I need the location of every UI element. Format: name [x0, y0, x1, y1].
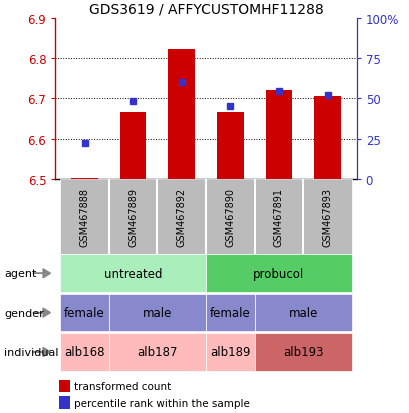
Bar	[60, 294, 108, 332]
Bar	[168, 50, 195, 180]
Text: male: male	[288, 306, 317, 319]
Text: untreated: untreated	[103, 267, 162, 280]
Bar	[254, 294, 351, 332]
Text: female: female	[64, 306, 105, 319]
Bar	[206, 180, 254, 254]
Bar	[254, 333, 351, 371]
Bar	[71, 179, 98, 180]
Bar	[108, 180, 157, 254]
Bar	[303, 180, 351, 254]
Text: GSM467888: GSM467888	[79, 188, 89, 246]
Bar	[119, 113, 146, 180]
Bar	[60, 333, 108, 371]
Text: GSM467891: GSM467891	[273, 188, 283, 246]
Text: female: female	[209, 306, 250, 319]
Bar	[157, 180, 205, 254]
Text: GSM467892: GSM467892	[176, 188, 186, 246]
Title: GDS3619 / AFFYCUSTOMHF11288: GDS3619 / AFFYCUSTOMHF11288	[88, 2, 323, 16]
Text: GSM467890: GSM467890	[225, 188, 235, 246]
Text: male: male	[142, 306, 172, 319]
Bar	[254, 180, 303, 254]
Text: percentile rank within the sample: percentile rank within the sample	[74, 398, 249, 408]
Bar	[265, 91, 292, 180]
Text: individual: individual	[4, 347, 58, 357]
Bar	[60, 255, 206, 292]
Bar	[108, 333, 206, 371]
Text: agent: agent	[4, 268, 36, 279]
Text: probucol: probucol	[253, 267, 304, 280]
Text: GSM467889: GSM467889	[128, 188, 138, 246]
Bar	[216, 112, 243, 180]
Text: alb168: alb168	[64, 346, 105, 358]
Bar	[313, 97, 340, 180]
Text: transformed count: transformed count	[74, 381, 171, 391]
Bar	[108, 294, 206, 332]
Text: alb189: alb189	[209, 346, 250, 358]
Text: alb193: alb193	[282, 346, 323, 358]
Bar	[60, 180, 108, 254]
Bar	[206, 333, 254, 371]
Bar	[206, 255, 351, 292]
Text: GSM467893: GSM467893	[322, 188, 332, 246]
Bar	[206, 294, 254, 332]
Text: alb187: alb187	[137, 346, 177, 358]
Text: gender: gender	[4, 308, 44, 318]
